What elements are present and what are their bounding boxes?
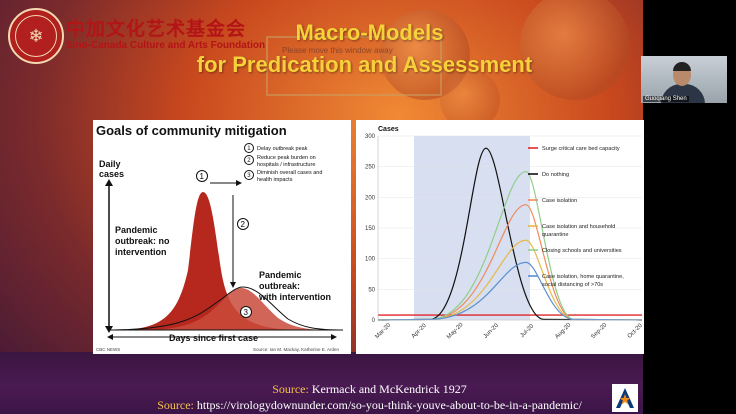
- x-tick-label: Sep-20: [590, 322, 608, 340]
- no-intervention-label-1: Pandemic: [115, 225, 158, 235]
- legend-item-3: Diminish overall cases and: [257, 170, 322, 176]
- source-line-2: Source: https://virologydownunder.com/so…: [0, 398, 643, 413]
- overlay-window[interactable]: [266, 36, 442, 96]
- source-text-1: Kermack and McKendrick 1927: [311, 382, 467, 396]
- marker-2: [237, 218, 249, 230]
- marker-2-label: 2: [241, 220, 246, 229]
- no-intervention-curve: [123, 192, 293, 330]
- credit-right: Source: Ian M. Mackay, Katherine E. Arde…: [253, 347, 339, 352]
- legend-number: 1: [247, 146, 251, 152]
- chart-y-label: Cases: [378, 126, 399, 133]
- x-axis-label: Days since first case: [169, 333, 258, 343]
- scenario-chart: Cases 300 250 200 150 100 50 0 Mar-20 Apr-20 May…: [356, 120, 644, 354]
- legend-item-2b: hospitals / infrastructure: [257, 162, 315, 168]
- source-label: Source:: [157, 398, 194, 412]
- marker-1-label: 1: [200, 172, 205, 181]
- x-tick-label: Apr-20: [411, 322, 428, 339]
- x-tick-label: Jul-20: [519, 323, 535, 339]
- mitigation-diagram: Goals of community mitigation 1 Delay ou…: [96, 123, 349, 352]
- legend-number: 3: [247, 173, 251, 179]
- legend-label: Closing schools and universities: [542, 248, 622, 254]
- legend-label: Case isolation, home quarantine,: [542, 274, 624, 280]
- scenario-line-chart: Cases 300 250 200 150 100 50 0 Mar-20 Apr-20 May…: [365, 126, 644, 341]
- uta-logo: [612, 384, 638, 412]
- figure-title: Goals of community mitigation: [96, 123, 287, 138]
- source-label: Source:: [272, 382, 309, 396]
- x-tick-label: Jun-20: [483, 322, 501, 340]
- y-tick-label: 50: [368, 287, 375, 293]
- webcam-tile[interactable]: Guoqiang Shen: [641, 56, 727, 103]
- with-intervention-label-1: Pandemic: [259, 270, 302, 280]
- arrow-left-icon: [107, 334, 113, 340]
- participant-name: Guoqiang Shen: [643, 96, 689, 102]
- legend-label: quarantine: [542, 232, 568, 238]
- legend-label: Surge critical care bed capacity: [542, 146, 620, 152]
- y-tick-label: 150: [365, 226, 376, 232]
- y-tick-label: 0: [372, 318, 376, 324]
- arrow-up-icon: [105, 179, 113, 186]
- no-intervention-label-2: outbreak: no: [115, 236, 170, 246]
- arrow-down-icon: [230, 282, 236, 288]
- legend-label: Do nothing: [542, 172, 569, 178]
- legend-label: social distancing of >70s: [542, 282, 603, 288]
- y-tick-label: 100: [365, 257, 376, 263]
- arrow-right-icon: [236, 180, 242, 186]
- y-tick-label: 300: [365, 134, 376, 140]
- org-name-english: Sino-Canada Culture and Arts Foundation: [66, 40, 266, 51]
- slide-footer-band: [0, 352, 643, 414]
- overlay-window-text: Please move this window away: [282, 46, 393, 55]
- org-name-chinese: 中加文化艺术基金会: [66, 18, 247, 40]
- participant-hair: [673, 62, 691, 71]
- x-tick-label: Aug-20: [554, 322, 572, 340]
- x-tick-label: Mar-20: [374, 322, 392, 340]
- marker-3: [240, 306, 252, 318]
- with-intervention-outline: [112, 286, 344, 331]
- x-tick-label: Oct-20: [627, 322, 644, 339]
- legend-label: Case isolation: [542, 198, 577, 204]
- series-line: [377, 261, 643, 321]
- with-intervention-label-3: with intervention: [258, 292, 331, 302]
- star-a-icon: [616, 388, 634, 408]
- with-intervention-label-2: outbreak:: [259, 281, 300, 291]
- maple-leaf-icon: ❄: [15, 15, 57, 57]
- slide-title-line1: Macro-Models: [295, 20, 444, 45]
- series-line: [377, 170, 643, 321]
- legend-label: Case isolation and household: [542, 224, 615, 230]
- legend-item-3b: health impacts: [257, 177, 293, 183]
- x-tick-label: May-20: [446, 322, 465, 341]
- legend-item-2: Reduce peak burden on: [257, 155, 316, 161]
- y-tick-label: 200: [365, 195, 376, 201]
- legend-number-circle: [244, 155, 254, 165]
- no-intervention-label-3: intervention: [115, 247, 167, 257]
- virus-decoration: [380, 10, 470, 100]
- legend-box: [243, 142, 349, 186]
- series-line: [377, 204, 643, 321]
- slide-title-line2: for Predication and Assessment: [196, 52, 533, 77]
- y-axis-label-2: cases: [99, 169, 124, 179]
- org-logo: ❄: [8, 8, 64, 64]
- arrow-right-icon: [331, 334, 337, 340]
- y-axis-label: Daily: [99, 159, 121, 169]
- source-text-2: https://virologydownunder.com/so-you-thi…: [196, 398, 582, 412]
- virus-decoration: [520, 0, 630, 100]
- series-line: [377, 147, 643, 321]
- legend-number-circle: [244, 170, 254, 180]
- series-line: [377, 239, 643, 321]
- marker-3-label: 3: [244, 308, 249, 317]
- y-tick-label: 250: [365, 165, 376, 171]
- marker-1: [196, 170, 208, 182]
- legend-number-circle: [244, 143, 254, 153]
- mitigation-figure: Goals of community mitigation 1 Delay ou…: [93, 120, 351, 354]
- legend-item-1: Delay outbreak peak: [257, 146, 308, 152]
- source-line-1: Source: Kermack and McKendrick 1927: [0, 382, 643, 397]
- credit-left: CBC NEWS: [96, 347, 120, 352]
- legend-number: 2: [247, 158, 251, 164]
